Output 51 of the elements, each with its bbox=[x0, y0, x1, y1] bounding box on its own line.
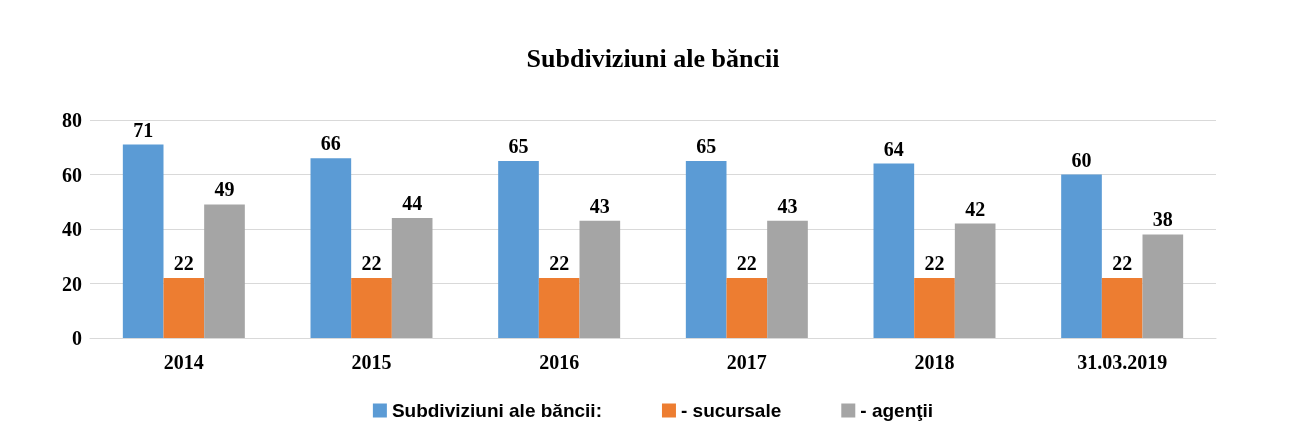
data-label: 42 bbox=[965, 197, 986, 220]
bar bbox=[391, 218, 433, 338]
y-tick-label: 0 bbox=[72, 327, 82, 349]
data-label: 43 bbox=[589, 194, 610, 217]
data-label: 65 bbox=[508, 134, 529, 157]
y-tick-label: 60 bbox=[62, 163, 82, 186]
x-tick-label: 2015 bbox=[351, 351, 392, 373]
x-tick-label: 2017 bbox=[726, 351, 767, 373]
x-tick-label: 2014 bbox=[163, 351, 204, 373]
data-label: 65 bbox=[696, 134, 717, 157]
legend-label: - sucursale bbox=[680, 400, 782, 421]
bar bbox=[1142, 234, 1184, 338]
bar bbox=[538, 278, 580, 338]
data-label: 22 bbox=[1112, 252, 1133, 275]
bar bbox=[310, 158, 352, 338]
legend-label: - agenţii bbox=[860, 400, 934, 421]
data-label: 22 bbox=[361, 252, 382, 275]
bar bbox=[873, 163, 915, 338]
x-tick-label: 2018 bbox=[914, 351, 955, 373]
y-tick-label: 40 bbox=[62, 218, 82, 240]
data-label: 43 bbox=[777, 194, 798, 217]
data-label: 44 bbox=[402, 192, 423, 215]
bar bbox=[914, 278, 955, 338]
bar bbox=[579, 220, 621, 338]
data-label: 66 bbox=[320, 132, 341, 155]
bar bbox=[122, 144, 164, 338]
bar bbox=[685, 160, 727, 338]
data-label: 71 bbox=[133, 118, 154, 141]
data-label: 22 bbox=[924, 252, 945, 275]
bar bbox=[351, 278, 392, 338]
y-tick-label: 80 bbox=[62, 109, 82, 131]
data-label: 49 bbox=[214, 178, 235, 201]
x-tick-label: 31.03.2019 bbox=[1077, 351, 1168, 373]
data-label: 60 bbox=[1071, 148, 1092, 171]
data-label: 22 bbox=[549, 252, 570, 275]
bar bbox=[767, 220, 808, 338]
data-label: 64 bbox=[883, 137, 904, 160]
legend-label: Subdiviziuni ale băncii: bbox=[391, 400, 602, 421]
bar bbox=[204, 204, 245, 338]
bar bbox=[498, 160, 539, 338]
y-tick-label: 20 bbox=[62, 272, 82, 295]
x-tick-label: 2016 bbox=[539, 351, 580, 373]
data-label: 22 bbox=[173, 252, 194, 275]
data-label: 22 bbox=[736, 252, 757, 275]
bar bbox=[163, 278, 205, 338]
bar bbox=[954, 223, 996, 338]
chart-title: Subdiviziuni ale băncii bbox=[526, 43, 780, 73]
bar bbox=[726, 278, 768, 338]
bar bbox=[1061, 174, 1102, 338]
data-label: 38 bbox=[1152, 208, 1173, 231]
bar bbox=[1101, 278, 1143, 338]
